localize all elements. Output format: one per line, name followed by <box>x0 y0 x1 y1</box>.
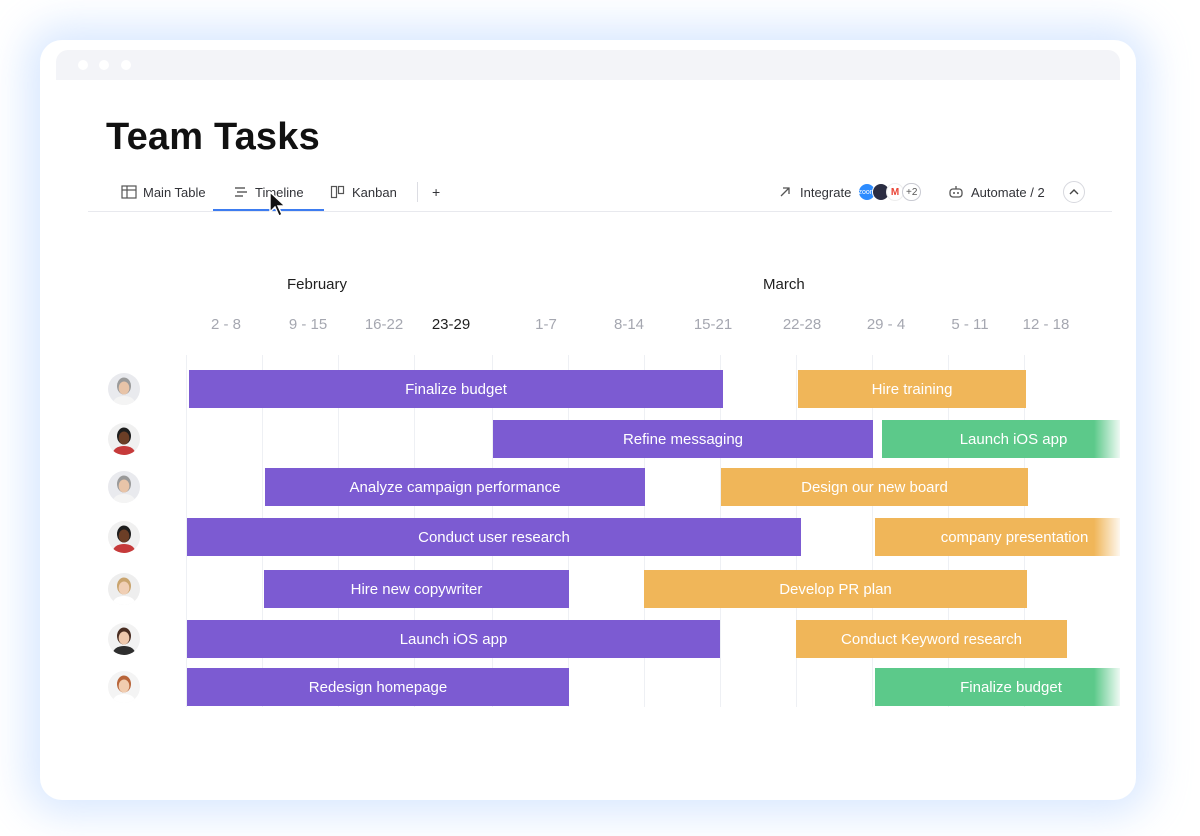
page-title: Team Tasks <box>106 116 320 158</box>
tab-label: Main Table <box>143 184 206 200</box>
task-bar[interactable]: Launch iOS app <box>882 420 1120 458</box>
avatar[interactable] <box>108 623 140 655</box>
task-bar[interactable]: Finalize budget <box>875 668 1120 706</box>
task-bar-label: Finalize budget <box>960 678 1062 696</box>
week-label: 2 - 8 <box>210 316 241 333</box>
integration-badges[interactable]: zoom M +2 <box>858 172 922 212</box>
timeline-icon <box>235 187 247 197</box>
task-bar-label: Finalize budget <box>405 380 507 398</box>
integrate-label: Integrate <box>800 184 852 200</box>
integrate-button[interactable]: Integrate <box>778 172 851 212</box>
integrate-icon <box>780 187 790 197</box>
tab-label: Timeline <box>255 184 304 200</box>
tab-label: Kanban <box>352 184 397 200</box>
week-label: 23-29 <box>431 316 471 333</box>
robot-icon <box>949 186 963 198</box>
task-bar[interactable]: Launch iOS app <box>187 620 720 658</box>
chevron-up-icon <box>1063 181 1085 203</box>
task-bar[interactable]: Design our new board <box>721 468 1028 506</box>
view-tabs: Main Table Timeline Kanban + <box>88 172 1112 212</box>
week-label: 29 - 4 <box>866 316 906 333</box>
integration-more-count: +2 <box>902 183 922 201</box>
task-bar[interactable]: Redesign homepage <box>187 668 569 706</box>
avatar[interactable] <box>108 423 140 455</box>
avatar[interactable] <box>108 471 140 503</box>
mouse-cursor-icon <box>269 190 287 217</box>
grid-line <box>872 355 873 707</box>
window-dot-close[interactable] <box>78 60 88 70</box>
table-icon <box>121 185 137 199</box>
task-bar-label: Analyze campaign performance <box>349 478 561 496</box>
task-bar-label: Refine messaging <box>622 430 744 448</box>
window-dot-minimize[interactable] <box>99 60 109 70</box>
task-bar[interactable]: Conduct Keyword research <box>796 620 1067 658</box>
task-bar[interactable]: Hire training <box>798 370 1026 408</box>
tab-separator <box>417 182 418 202</box>
task-bar-label: Conduct Keyword research <box>841 630 1022 648</box>
automate-button[interactable]: Automate / 2 <box>948 172 1045 212</box>
task-bar-label: Hire new copywriter <box>350 580 483 598</box>
week-label: 16-22 <box>364 316 404 333</box>
automate-label: Automate / 2 <box>971 184 1045 200</box>
tab-kanban[interactable]: Kanban <box>330 172 397 212</box>
week-label: 5 - 11 <box>951 316 989 333</box>
task-bar-label: Design our new board <box>801 478 948 496</box>
kanban-icon <box>330 185 345 199</box>
task-bar-label: Hire training <box>871 380 953 398</box>
avatar[interactable] <box>108 671 140 703</box>
collapse-header-button[interactable] <box>1063 172 1085 212</box>
task-bar[interactable]: Analyze campaign performance <box>265 468 645 506</box>
app-window: Team Tasks Main Table Timeline Kanban <box>56 50 1120 782</box>
week-label: 1-7 <box>535 316 557 333</box>
month-label-march: March <box>763 276 805 293</box>
task-bar-label: Redesign homepage <box>308 678 448 696</box>
task-bar[interactable]: Conduct user research <box>187 518 801 556</box>
avatar[interactable] <box>108 521 140 553</box>
task-bar-label: Launch iOS app <box>959 430 1068 448</box>
task-bar[interactable]: Finalize budget <box>189 370 723 408</box>
active-tab-indicator <box>213 209 324 211</box>
task-bar[interactable]: company presentation <box>875 518 1120 556</box>
task-bar-label: Conduct user research <box>418 528 570 546</box>
task-bar[interactable]: Refine messaging <box>493 420 873 458</box>
task-bar-label: Develop PR plan <box>779 580 892 598</box>
tab-timeline[interactable]: Timeline <box>233 172 304 212</box>
window-titlebar <box>56 50 1120 80</box>
avatar[interactable] <box>108 573 140 605</box>
avatar[interactable] <box>108 373 140 405</box>
add-view-icon: + <box>432 184 441 200</box>
week-label: 12 - 18 <box>1022 316 1070 333</box>
month-label-february: February <box>287 276 348 293</box>
add-view-button[interactable]: + <box>432 172 440 212</box>
task-bar-label: company presentation <box>940 528 1089 546</box>
timeline-fade-edge <box>1094 350 1120 720</box>
window-dot-maximize[interactable] <box>121 60 131 70</box>
week-label: 8-14 <box>613 316 645 333</box>
task-bar-label: Launch iOS app <box>399 630 508 648</box>
task-bar[interactable]: Develop PR plan <box>644 570 1027 608</box>
tab-main-table[interactable]: Main Table <box>121 172 206 212</box>
grid-line <box>186 355 187 707</box>
week-label: 9 - 15 <box>288 316 328 333</box>
week-label: 22-28 <box>782 316 822 333</box>
week-label: 15-21 <box>693 316 733 333</box>
task-bar[interactable]: Hire new copywriter <box>264 570 569 608</box>
